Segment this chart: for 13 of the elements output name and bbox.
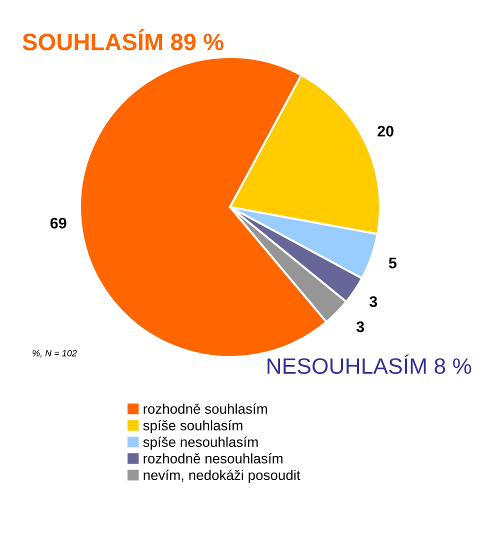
- legend-label: spíše nesouhlasím: [143, 436, 258, 450]
- data-label: 3: [356, 321, 364, 332]
- data-label: 20: [378, 126, 394, 137]
- text: SOUHLASÍM 89 %: [22, 29, 224, 50]
- data-label: 5: [388, 258, 397, 268]
- text: %, N = 102: [32, 350, 77, 358]
- legend-label: nevím, nedokáži posoudit: [144, 470, 300, 483]
- data-label: 69: [50, 218, 66, 229]
- data-label: 3: [369, 296, 378, 308]
- text: NESOUHLASÍM 8 %: [268, 354, 472, 374]
- legend-label: rozhodně nesouhlasím: [144, 453, 282, 464]
- legend-label: spíše souhlasím: [143, 420, 242, 434]
- legend-label: rozhodně souhlasím: [144, 403, 267, 414]
